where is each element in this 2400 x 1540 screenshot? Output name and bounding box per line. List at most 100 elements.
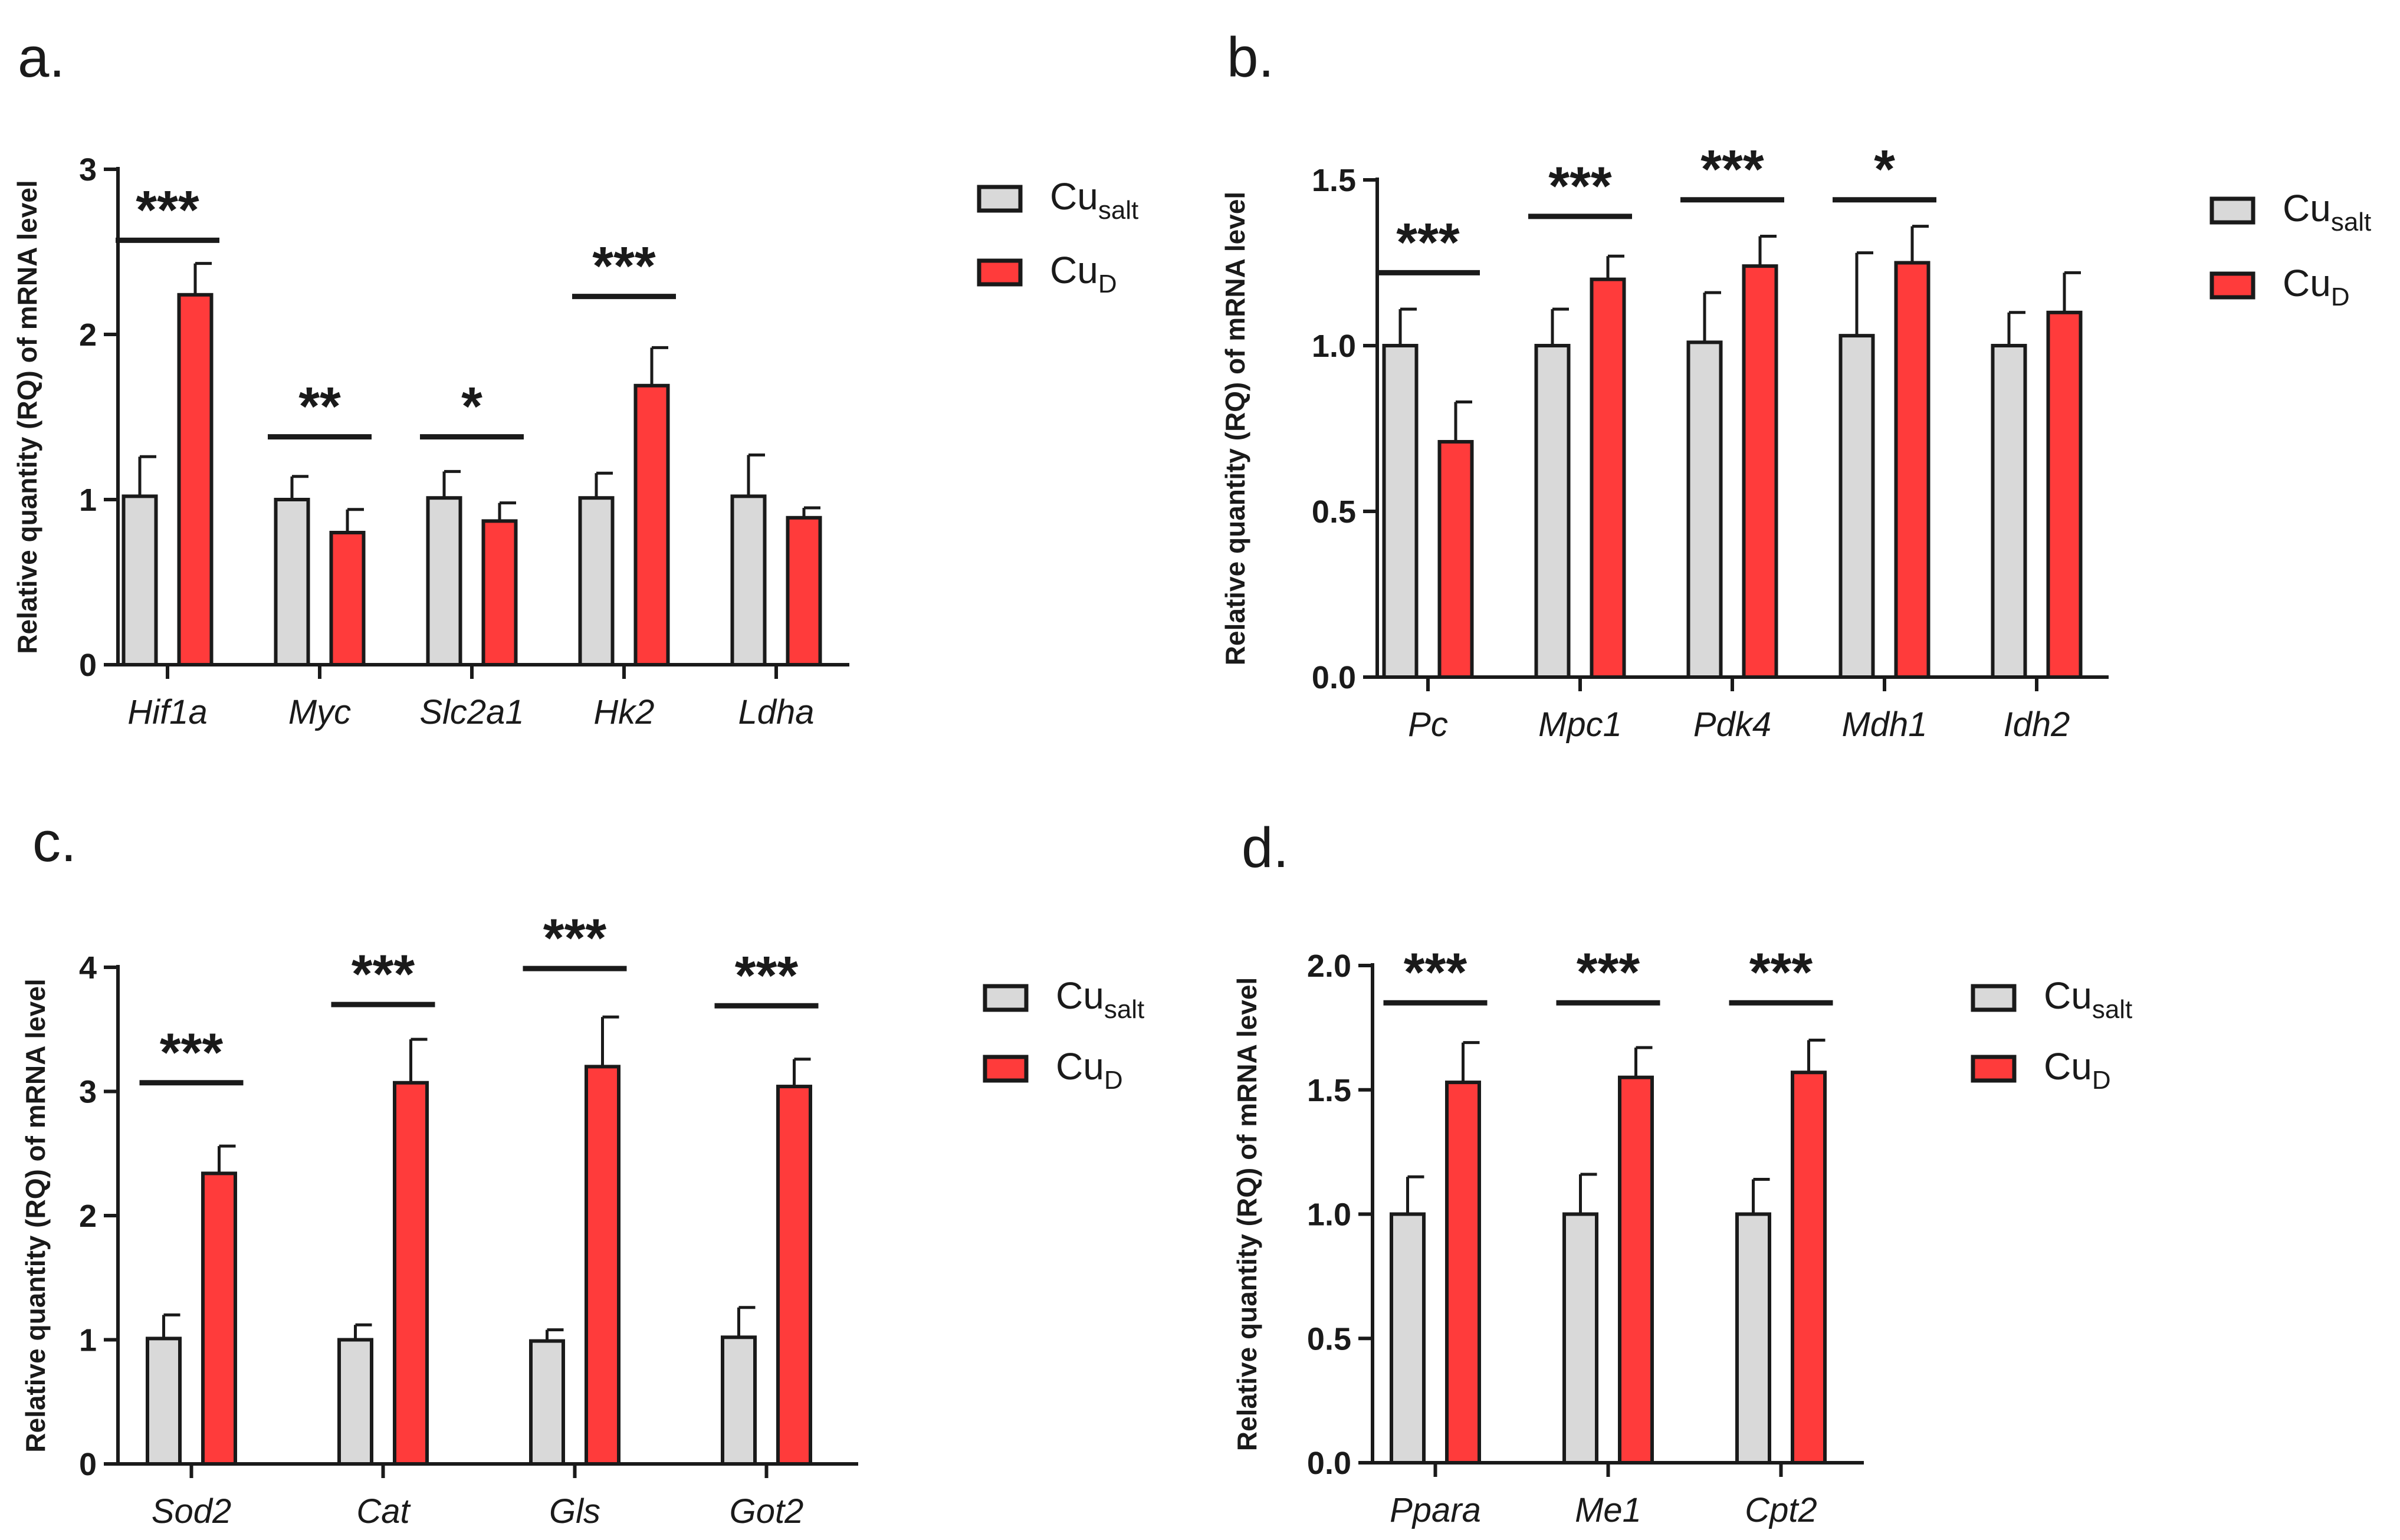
legend-label-base: Cu — [2044, 1045, 2092, 1088]
significance-stars: * — [1874, 140, 1895, 200]
x-category-label: Idh2 — [2004, 705, 2070, 744]
bar-cusalt — [1991, 344, 2027, 679]
bar-cud — [1445, 1081, 1481, 1465]
y-tick-label: 0.5 — [1312, 494, 1356, 530]
legend-label-base: Cu — [1056, 974, 1104, 1017]
y-tick-label: 0 — [79, 1447, 97, 1482]
y-axis-label: Relative quantity (RQ) of mRNA level — [1220, 192, 1250, 665]
y-tick-label: 2 — [79, 317, 97, 353]
legend-label-subscript: D — [2331, 283, 2350, 311]
chart-panel-b: b. Relative quantity (RQ) of mRNA level 0.… — [1220, 26, 2371, 744]
y-tick-label: 0.0 — [1312, 660, 1356, 695]
bar-cud — [633, 383, 670, 666]
significance-stars: *** — [1700, 140, 1764, 200]
bar-cud — [1894, 261, 1930, 679]
bar-cud — [1437, 439, 1474, 679]
bar-cusalt — [721, 1335, 757, 1466]
x-category-label: Me1 — [1575, 1491, 1641, 1529]
x-category-label: Myc — [288, 693, 351, 731]
legend-label-base: Cu — [2283, 187, 2331, 229]
x-category-label: Pdk4 — [1693, 705, 1771, 744]
legend-label-subscript: salt — [2331, 208, 2371, 237]
panel-label: d. — [1242, 816, 1289, 879]
y-tick-label: 1 — [79, 482, 97, 518]
bar-cusalt — [578, 496, 615, 666]
y-tick-label: 2 — [79, 1198, 97, 1234]
y-tick-label: 2.0 — [1307, 948, 1351, 984]
bar-cusalt — [1382, 344, 1419, 679]
legend-label-subscript: D — [1098, 270, 1117, 298]
legend-swatch-cud — [2209, 271, 2255, 300]
panel-label: b. — [1227, 26, 1274, 89]
legend-label: Cusalt — [1050, 175, 1138, 225]
legend-label-subscript: D — [2092, 1066, 2111, 1095]
y-tick-label: 0.0 — [1307, 1446, 1351, 1481]
legend-swatch-cud — [1971, 1055, 2017, 1083]
x-category-label: Ldha — [738, 693, 814, 731]
significance-stars: *** — [160, 1023, 224, 1083]
y-tick-label: 1.5 — [1307, 1073, 1351, 1108]
x-category-label: Hk2 — [593, 693, 654, 731]
bar-cusalt — [1735, 1212, 1771, 1465]
bar-cud — [393, 1081, 429, 1466]
bar-cusalt — [529, 1339, 565, 1466]
y-tick-label: 0 — [79, 648, 97, 683]
legend-swatch-cusalt — [983, 984, 1029, 1012]
bar-cusalt — [1534, 344, 1571, 679]
legend-swatch-cud — [983, 1055, 1029, 1083]
x-category-label: Gls — [549, 1492, 600, 1531]
legend-label-base: Cu — [1056, 1045, 1104, 1088]
x-category-label: Mdh1 — [1841, 705, 1927, 744]
x-category-label: Mpc1 — [1538, 705, 1622, 744]
bar-cusalt — [1390, 1212, 1426, 1465]
significance-stars: *** — [1548, 156, 1612, 216]
legend-label-subscript: salt — [1104, 995, 1144, 1024]
y-tick-label: 1.5 — [1312, 163, 1356, 198]
y-tick-label: 1.0 — [1307, 1197, 1351, 1233]
significance-stars: *** — [1404, 943, 1467, 1003]
legend-label-base: Cu — [2283, 262, 2331, 304]
chart-panel-c: c. Relative quantity (RQ) of mRNA level 0 1… — [20, 810, 1144, 1531]
panel-label: a. — [18, 26, 65, 89]
panel-label: c. — [32, 810, 77, 874]
bar-cud — [329, 531, 366, 666]
legend-label: CuD — [2283, 262, 2350, 311]
bar-cusalt — [1838, 334, 1875, 679]
legend-label: Cusalt — [2044, 974, 2132, 1024]
bar-cud — [481, 519, 518, 667]
y-tick-label: 3 — [79, 1075, 97, 1110]
y-tick-label: 1.0 — [1312, 329, 1356, 364]
bar-cud — [1791, 1071, 1827, 1465]
y-axis-label: Relative quantity (RQ) of mRNA level — [20, 978, 51, 1452]
significance-stars: *** — [136, 180, 199, 240]
x-category-label: Cpt2 — [1745, 1491, 1817, 1529]
bar-cusalt — [122, 494, 158, 667]
bar-cud — [1742, 264, 1778, 679]
y-tick-label: 1 — [79, 1323, 97, 1358]
legend-label: CuD — [1050, 249, 1117, 298]
y-tick-label: 3 — [79, 152, 97, 188]
bar-cusalt — [337, 1338, 373, 1466]
significance-stars: *** — [543, 908, 607, 968]
significance-stars: *** — [592, 237, 656, 297]
bar-cud — [1618, 1075, 1654, 1465]
legend-label-base: Cu — [2044, 974, 2092, 1017]
bar-cud — [585, 1065, 620, 1466]
y-axis-label: Relative quantity (RQ) of mRNA level — [12, 180, 42, 654]
bar-cusalt — [146, 1337, 182, 1466]
bar-cud — [177, 293, 214, 666]
bar-cusalt — [274, 498, 310, 666]
legend-label-subscript: salt — [1098, 196, 1138, 225]
legend-swatch-cusalt — [977, 185, 1023, 213]
legend-label: CuD — [2044, 1045, 2111, 1095]
x-category-label: Ppara — [1390, 1491, 1481, 1529]
x-category-label: Cat — [356, 1492, 411, 1531]
legend-label: CuD — [1056, 1045, 1123, 1095]
x-category-label: Sod2 — [152, 1492, 231, 1531]
bar-cud — [786, 515, 822, 666]
y-tick-label: 4 — [79, 950, 97, 986]
bar-cud — [1590, 277, 1626, 679]
x-category-label: Got2 — [730, 1492, 804, 1531]
legend-swatch-cusalt — [1971, 984, 2017, 1012]
